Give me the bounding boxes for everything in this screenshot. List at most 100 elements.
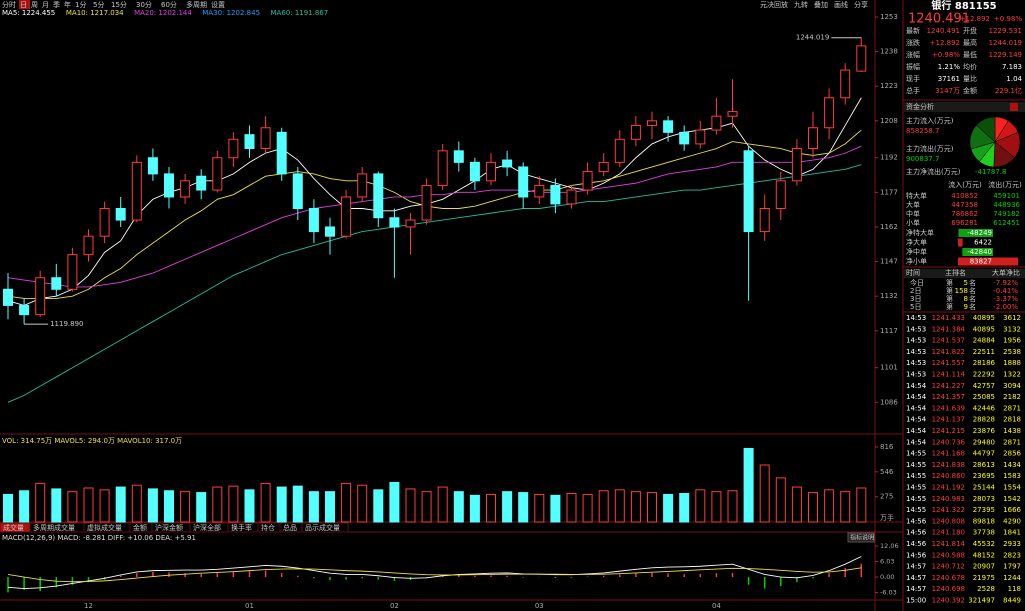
tab-label[interactable]: 沪深全部 [193,523,221,532]
macd-line [7,567,862,583]
tick-count: 1797 [1003,563,1021,571]
y-tick-label: 12.06 [880,542,899,550]
tick-volume: 20907 [973,563,995,571]
tick-volume: 28186 [973,359,996,367]
section-title: 资金分析 [906,102,934,111]
toolbar-item[interactable]: 九转 [794,0,808,9]
low-label: 1119.890 [50,320,83,328]
candle-body [99,208,110,237]
rank-suffix: 名 [969,278,976,287]
candle-body [518,166,529,198]
volume-bar [630,491,641,523]
toolbar-item[interactable]: 15分 [111,0,127,9]
toolbar-item[interactable]: 多周期 [186,0,207,9]
fund-label: 主力净流出(万元) [906,167,961,176]
tick-price: 1240.712 [932,563,965,571]
tick-price: 1241.114 [932,371,966,379]
tab-label[interactable]: 持仓 [261,523,275,532]
column-head: 流出(万元) [988,180,1022,189]
tick-price: 1241.215 [932,427,965,435]
toolbar-item[interactable]: 分享 [854,0,868,9]
toolbar-item[interactable]: 叠加 [814,0,828,9]
tick-count: 3612 [1003,314,1021,322]
volume-bar [453,491,464,523]
ma-label: MA30: 1202.845 [202,9,260,17]
tick-time: 14:54 [906,416,927,424]
candle-body [775,180,786,210]
tab-label[interactable]: 品示成交量 [305,523,340,532]
fund-label: 主力流入(万元) [906,116,954,125]
tick-time: 14:55 [906,461,926,469]
row-label: 特大单 [906,191,927,200]
candle-body [647,120,657,126]
field-label: 均价 [963,62,977,71]
period: 5日 [910,303,921,311]
button[interactable] [847,532,875,543]
volume-bar [856,487,867,523]
tab-label[interactable]: 总品 [283,523,297,532]
tab-label[interactable]: 成交量 [3,523,24,532]
volume-bar [19,490,30,523]
candle-body [357,173,368,198]
tick-price: 1241.838 [932,461,965,469]
outflow-value: 448936 [993,201,1020,209]
volume-bar [598,490,609,523]
field-label: 开盘 [963,26,977,35]
tick-price: 1241.433 [932,314,965,322]
button-label[interactable]: 指标说明 [850,534,874,542]
tick-volume: 23876 [973,427,996,435]
tab-label[interactable]: 沪深金额 [155,523,183,532]
candle-body [469,161,480,182]
toolbar-item[interactable]: 5分 [93,0,104,9]
toolbar-item[interactable]: 元决回放 [760,0,788,9]
volume-bar [502,491,513,523]
tick-time: 14:53 [906,348,926,356]
close-button[interactable] [1010,103,1018,111]
tick-count: 2818 [1003,416,1021,424]
tick-time: 14:54 [906,393,927,401]
y-tick-label: 1132 [880,292,898,300]
tab-label[interactable]: 换手率 [231,523,252,532]
candle-body [711,115,722,131]
candle-body [486,161,496,182]
y-tick-label: 816 [880,443,894,451]
tick-time: 14:56 [906,517,927,525]
volume-bar [212,486,223,523]
field-label: 金额 [963,86,977,95]
tick-time: 14:55 [906,495,926,503]
toolbar-item[interactable]: 分时 [2,0,16,9]
volume-label: VOL: 314.75万 MAVOL5: 294.0万 MAVOL10: 317… [2,437,182,445]
volume-bar [663,493,674,523]
toolbar-item[interactable]: 年 [64,0,71,9]
tab-label[interactable]: 多周期成交量 [33,523,75,532]
toolbar-item[interactable]: 30分 [136,0,152,9]
toolbar-item[interactable]: 月 [42,1,49,9]
tab[interactable] [301,522,349,533]
volume-bar [518,492,529,523]
toolbar-item[interactable]: 画线 [834,0,848,9]
volume-bar [276,486,287,523]
candle-body [743,150,754,233]
toolbar-item[interactable]: 1分 [75,0,86,9]
tick-price: 1241.137 [932,416,965,424]
tick-volume: 321497 [968,597,995,605]
volume-bar [582,493,593,523]
volume-bar [308,491,319,523]
net-value: -48249 [967,229,992,237]
tick-price: 1241.384 [932,325,966,333]
toolbar-item[interactable]: 60分 [161,0,177,9]
rank-value: 9 [964,303,968,311]
volume-bar [357,484,368,523]
volume-bar [244,489,255,523]
toolbar-item[interactable]: 周 [31,1,38,9]
toolbar-item[interactable]: 季 [53,0,60,9]
toolbar-item[interactable]: 设置 [211,0,225,9]
toolbar-item[interactable]: 日 [20,1,27,9]
ma-line [7,129,862,299]
tab-label[interactable]: 虚拟成交量 [87,523,122,532]
tab-label[interactable]: 金额 [133,523,147,532]
tick-count: 1888 [1003,359,1021,367]
candle-body [196,175,207,191]
